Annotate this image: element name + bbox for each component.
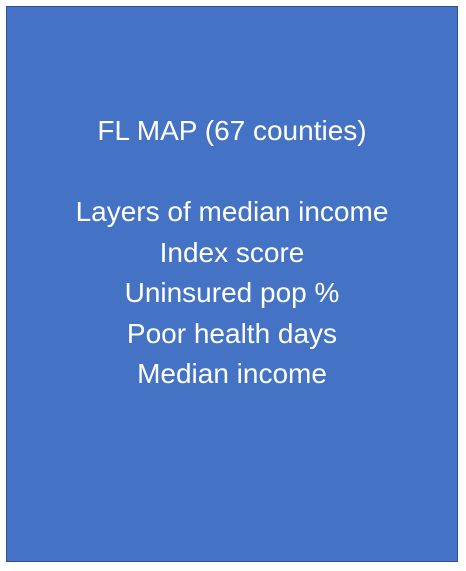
panel-title: FL MAP (67 counties) — [97, 115, 367, 146]
line-index-score: Index score — [159, 236, 305, 268]
line-uninsured-pop: Uninsured pop % — [124, 277, 340, 308]
line-median-income: Median income — [137, 358, 327, 389]
line-poor-health-days: Poor health days — [126, 317, 338, 349]
panel-content: FL MAP (67 counties) Layers of median in… — [7, 111, 457, 395]
text-panel: FL MAP (67 counties) Layers of median in… — [6, 6, 458, 562]
line-layers-heading: Layers of median income — [75, 196, 389, 227]
